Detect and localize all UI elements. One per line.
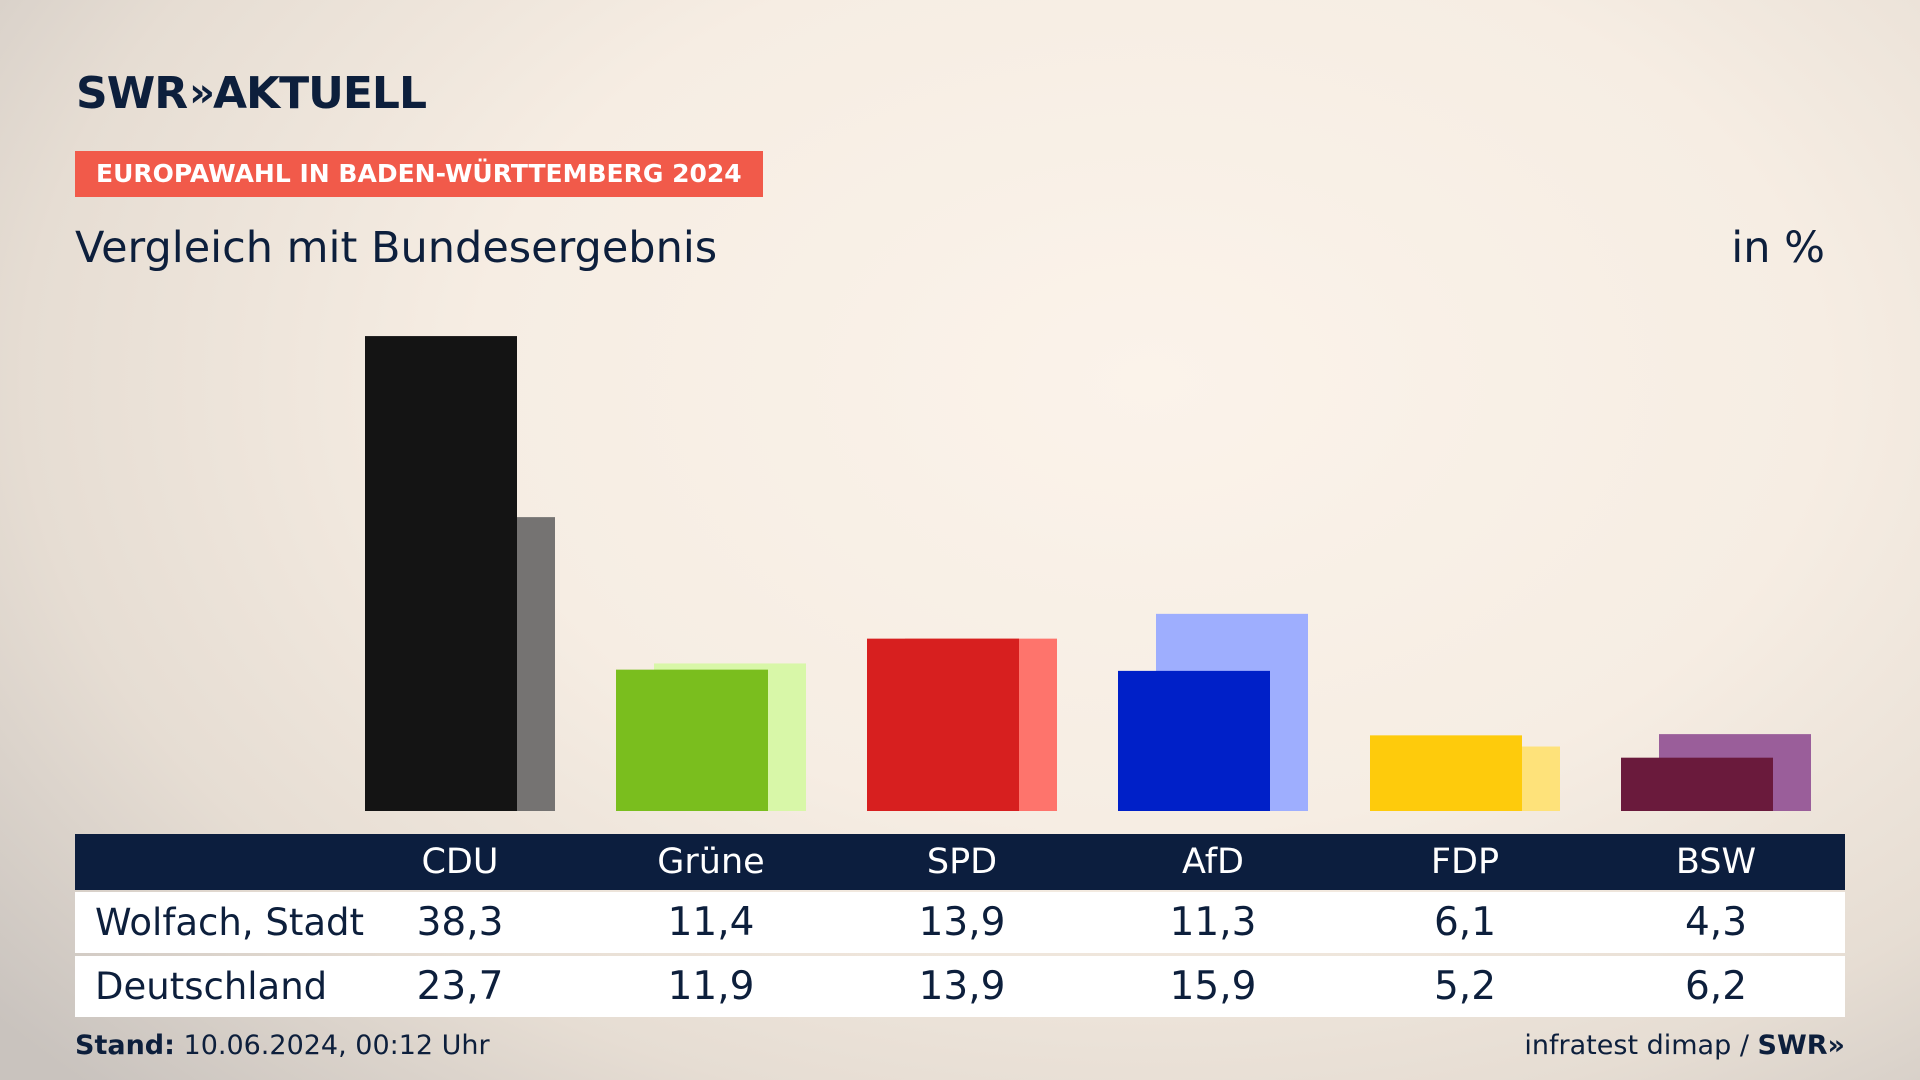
chart-subtitle: Vergleich mit Bundesergebnis <box>75 223 718 273</box>
table-cell: 6,1 <box>1433 900 1497 945</box>
column-header: AfD <box>1182 842 1244 882</box>
logo-swr-text: SWR <box>76 67 188 119</box>
source-credit: infratest dimap / SWR» <box>1524 1030 1845 1061</box>
bar-local-afd <box>1118 670 1270 811</box>
column-header: BSW <box>1675 842 1757 882</box>
column-header: FDP <box>1430 842 1500 882</box>
table-cell: 38,3 <box>416 900 504 945</box>
bar-local-cdu <box>365 336 517 811</box>
table-cell: 13,9 <box>918 964 1006 1009</box>
table-cell: 11,9 <box>667 964 755 1009</box>
table-row-local: Wolfach, Stadt 38,3 11,4 13,9 11,3 6,1 4,3 <box>75 892 1845 953</box>
bar-local-spd <box>867 638 1019 811</box>
table-cell: 5,2 <box>1433 964 1497 1009</box>
table-header: CDU Grüne SPD AfD FDP BSW <box>75 834 1845 890</box>
table-cell: 13,9 <box>918 900 1006 945</box>
row-label: Deutschland <box>95 965 328 1008</box>
source-brand: SWR» <box>1757 1030 1845 1061</box>
bar-local-bsw <box>1621 757 1773 811</box>
column-header: Grüne <box>657 842 765 882</box>
stand-value: 10.06.2024, 00:12 Uhr <box>183 1030 490 1061</box>
table-cell: 11,4 <box>667 900 755 945</box>
column-header: CDU <box>421 842 499 882</box>
logo-aktuell-text: AKTUELL <box>212 67 427 119</box>
table-cell: 6,2 <box>1684 964 1748 1009</box>
table-cell: 23,7 <box>416 964 504 1009</box>
bar-local-fdp <box>1370 735 1522 811</box>
column-header: SPD <box>926 842 998 882</box>
table-cell: 15,9 <box>1169 964 1257 1009</box>
table-cell: 4,3 <box>1684 900 1748 945</box>
election-badge: EUROPAWAHL IN BADEN-WÜRTTEMBERG 2024 <box>75 151 763 197</box>
unit-label: in % <box>1731 223 1825 273</box>
timestamp: Stand: 10.06.2024, 00:12 Uhr <box>75 1030 490 1061</box>
row-label: Wolfach, Stadt <box>95 901 365 944</box>
swr-aktuell-logo: SWR » AKTUELL <box>76 67 427 119</box>
source-text: infratest dimap / <box>1524 1030 1749 1061</box>
table-cell: 11,3 <box>1169 900 1257 945</box>
table-row-national: Deutschland 23,7 11,9 13,9 15,9 5,2 6,2 <box>75 956 1845 1017</box>
stand-label: Stand: <box>75 1030 175 1061</box>
bar-local-grüne <box>616 669 768 811</box>
